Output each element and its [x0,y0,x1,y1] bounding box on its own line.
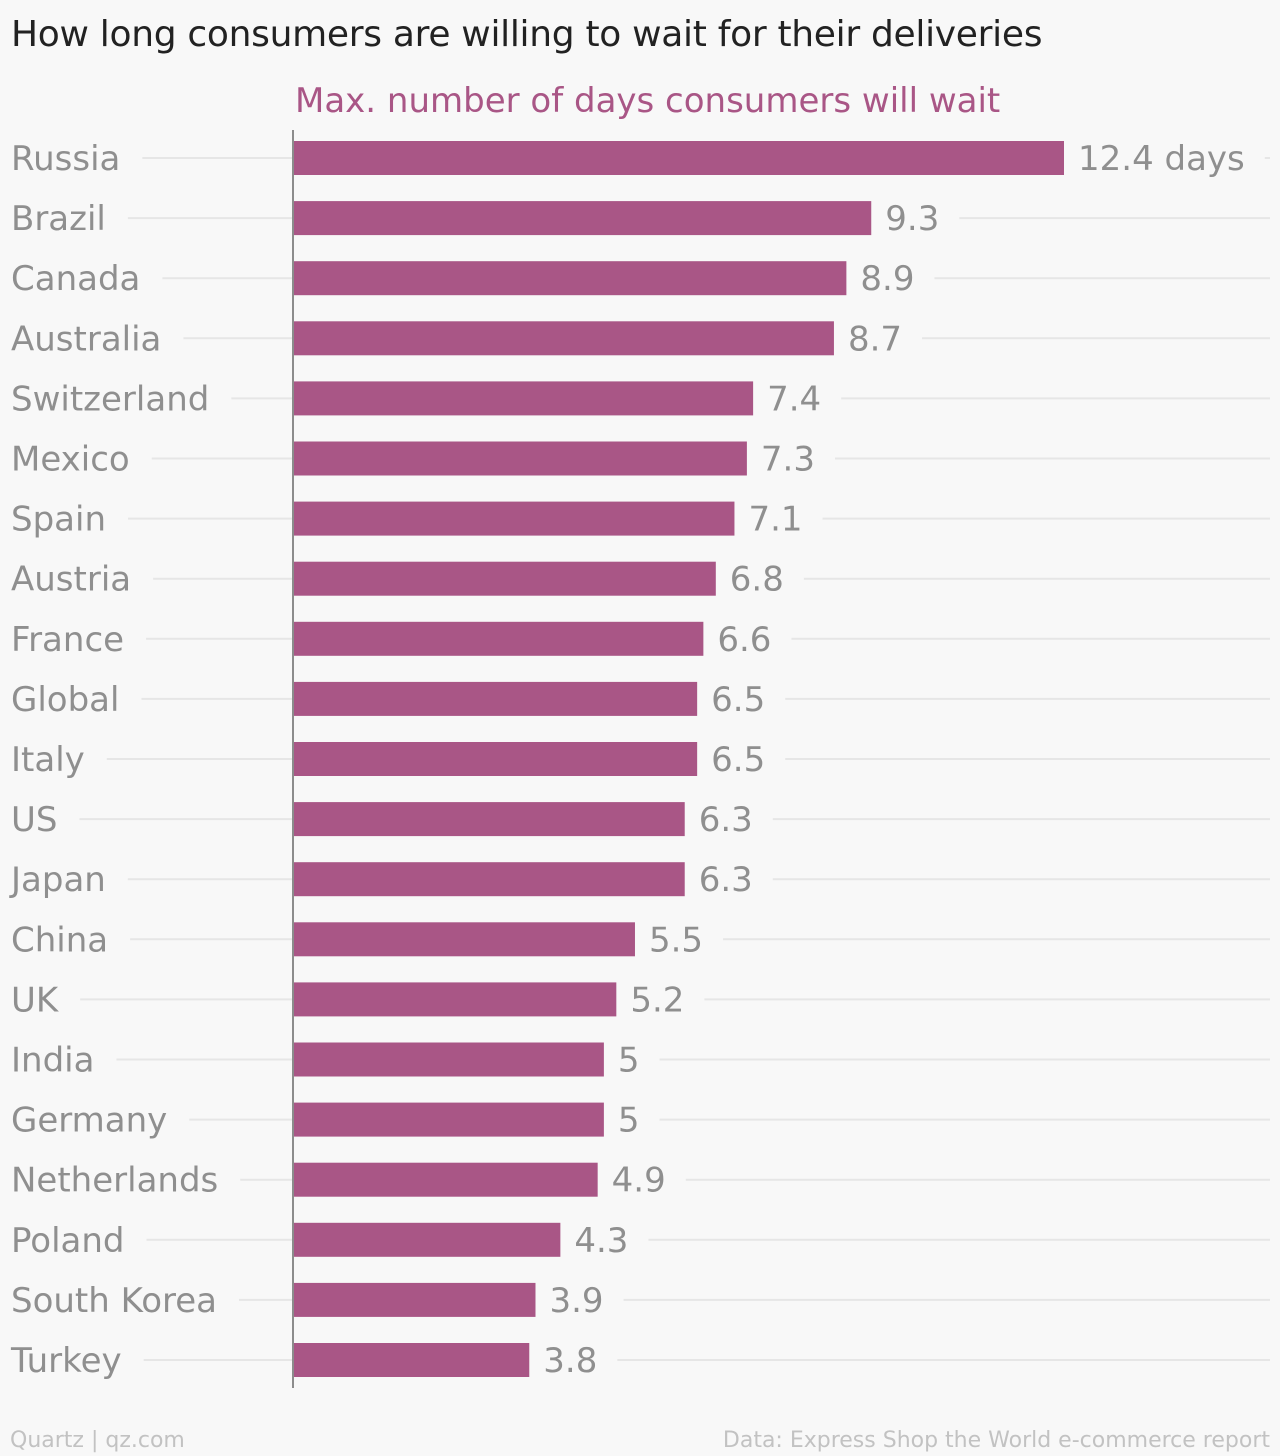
category-label-japan: Japan [9,860,106,900]
category-label-canada: Canada [11,259,140,299]
category-label-austria: Austria [11,560,131,600]
value-label-india: 5 [618,1041,640,1081]
category-labels: Russia Brazil Canada Australia Switzerland Me… [9,139,218,1381]
gridlines [79,157,1270,1361]
value-label-mexico: 7.3 [761,440,815,480]
bar-australia [293,321,834,356]
value-label-germany: 5 [618,1101,640,1141]
bar-germany [293,1102,604,1137]
bar-south-korea [293,1282,536,1317]
category-label-russia: Russia [11,139,120,179]
value-label-italy: 6.5 [711,740,765,780]
bar-switzerland [293,381,754,416]
category-label-spain: Spain [11,500,106,540]
category-label-france: France [11,620,124,660]
value-label-china: 5.5 [649,920,703,960]
value-label-netherlands: 4.9 [612,1161,666,1201]
category-label-global: Global [11,680,119,720]
value-label-global: 6.5 [711,680,765,720]
bar-india [293,1042,604,1077]
value-labels: 12.4 days 9.3 8.9 8.7 7.4 7.3 7.1 6.8 6.6 6.5 6.5 6… [543,139,1244,1381]
value-label-japan: 6.3 [699,860,753,900]
category-label-germany: Germany [11,1101,167,1141]
category-label-poland: Poland [11,1221,125,1261]
series-label: Max. number of days consumers will wait [295,81,1000,121]
value-label-russia: 12.4 days [1078,139,1245,179]
bar-japan [293,862,685,897]
value-label-uk: 5.2 [630,980,684,1020]
value-label-brazil: 9.3 [885,199,939,239]
bar-brazil [293,201,872,236]
bar-global [293,681,698,716]
bar-turkey [293,1343,530,1377]
category-label-italy: Italy [11,740,85,780]
bar-chart: Russia Brazil Canada Australia Switzerland Me… [9,81,1270,1388]
value-label-poland: 4.3 [574,1221,628,1261]
bar-spain [293,501,735,536]
footer-source: Data: Express Shop the World e-commerce … [722,1428,1270,1453]
value-label-australia: 8.7 [848,319,902,359]
bar-mexico [293,441,747,476]
bar-russia [293,141,1064,175]
bar-poland [293,1222,561,1257]
category-label-south-korea: South Korea [11,1281,217,1321]
category-label-switzerland: Switzerland [11,379,209,419]
category-label-india: India [11,1041,94,1081]
category-label-netherlands: Netherlands [11,1161,218,1201]
category-label-uk: UK [11,980,60,1020]
value-label-turkey: 3.8 [543,1341,597,1381]
value-label-france: 6.6 [717,620,771,660]
category-label-brazil: Brazil [11,199,106,239]
category-label-us: US [11,800,57,840]
bar-austria [293,561,716,596]
category-label-turkey: Turkey [10,1341,122,1381]
bar-us [293,802,685,837]
bars [293,141,1064,1377]
bar-china [293,922,635,957]
value-label-canada: 8.9 [860,259,914,299]
chart-title: How long consumers are willing to wait f… [11,14,1043,55]
value-label-us: 6.3 [699,800,753,840]
bar-canada [293,261,847,296]
bar-uk [293,982,617,1017]
value-label-austria: 6.8 [730,560,784,600]
value-label-switzerland: 7.4 [767,379,821,419]
category-label-china: China [11,920,108,960]
bar-netherlands [293,1162,598,1197]
value-label-south-korea: 3.9 [549,1281,603,1321]
category-label-australia: Australia [11,319,161,359]
value-label-spain: 7.1 [748,500,802,540]
footer-credit: Quartz | qz.com [10,1428,185,1453]
category-label-mexico: Mexico [11,440,130,480]
bar-italy [293,742,698,776]
bar-france [293,621,704,656]
